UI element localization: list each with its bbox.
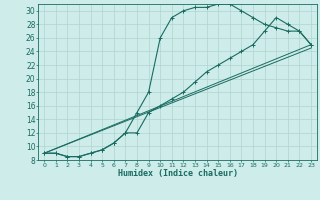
X-axis label: Humidex (Indice chaleur): Humidex (Indice chaleur) [118,169,238,178]
